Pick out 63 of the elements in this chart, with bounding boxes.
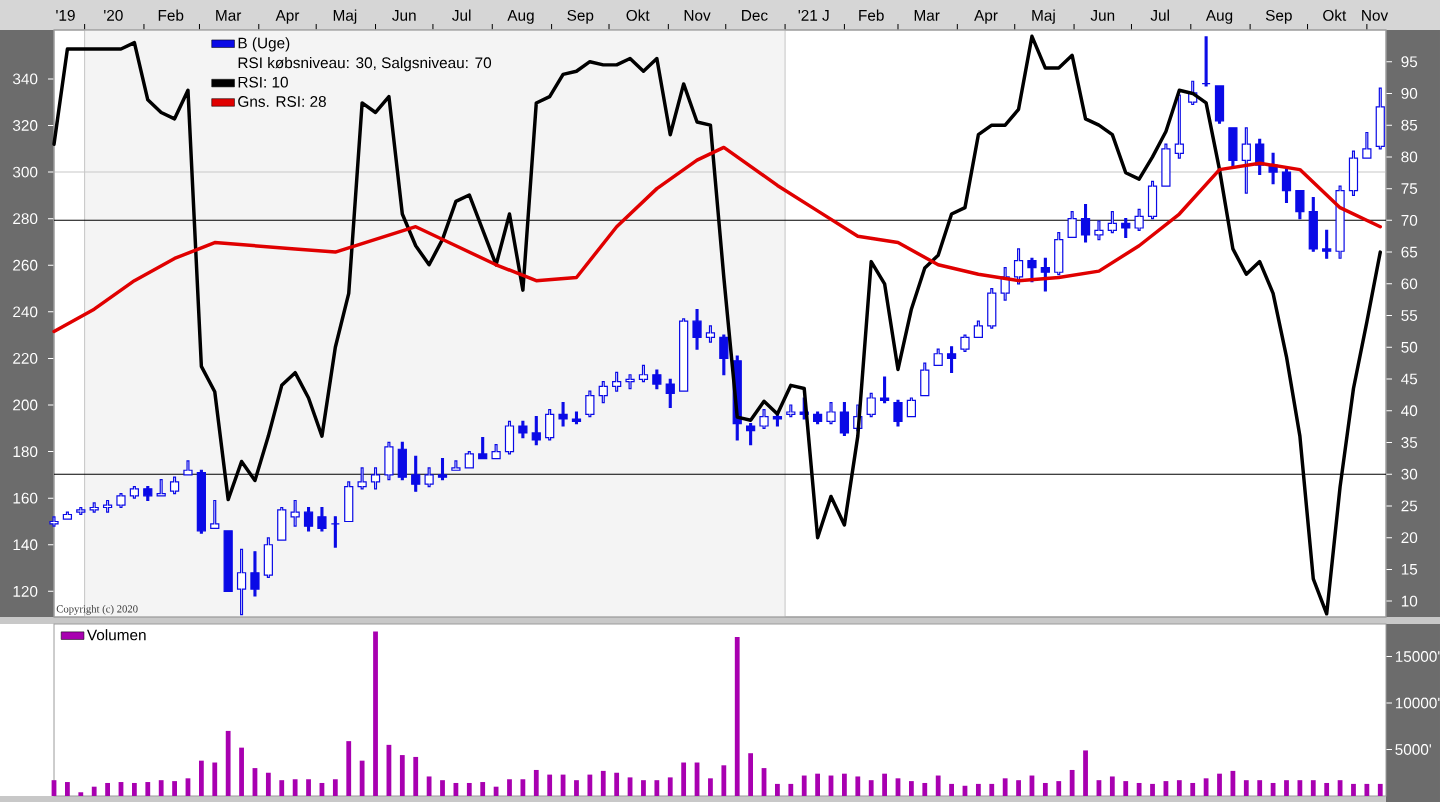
- x-tick-label: Aug: [507, 10, 534, 24]
- y-tick-label: 320: [12, 120, 38, 131]
- x-tick-label: Aug: [1205, 10, 1233, 24]
- y2-tick-label: 90: [1401, 88, 1418, 99]
- y-tick-label: 220: [13, 353, 38, 364]
- x-tick-label: Dec: [742, 10, 768, 21]
- x-tick-label: Nov: [1362, 10, 1389, 21]
- y-tick-label: 260: [13, 259, 38, 271]
- y2-tick-label: 95: [1401, 56, 1418, 68]
- y2-tick-label: 30: [1401, 468, 1418, 480]
- y2-tick-label: 15: [1401, 564, 1418, 575]
- legend-label: RSI: 10: [238, 76, 288, 88]
- legend-label: B (Uge): [238, 37, 290, 52]
- y-tick-label: 200: [13, 399, 38, 411]
- legend-label: Gns. RSI: 28: [238, 96, 326, 107]
- x-tick-label: Okt: [1323, 9, 1347, 21]
- y2-tick-label: 55: [1401, 310, 1418, 321]
- x-tick-label: '19: [56, 9, 75, 21]
- y-tick-label: 340: [12, 73, 38, 85]
- x-tick-label: '21 J: [798, 9, 829, 21]
- x-tick-label: Mar: [216, 10, 242, 21]
- y2-tick-label: 35: [1401, 437, 1418, 448]
- y2-tick-label: 75: [1401, 183, 1418, 194]
- y-tick-label: 5000': [1395, 744, 1431, 755]
- x-tick-label: Jul: [1150, 9, 1169, 21]
- y2-tick-label: 45: [1401, 373, 1418, 385]
- x-tick-label: Okt: [626, 9, 650, 21]
- y-tick-label: 300: [12, 166, 38, 178]
- legend-label: Volumen: [86, 629, 146, 641]
- y2-tick-label: 65: [1401, 246, 1418, 258]
- x-tick-label: Apr: [974, 10, 998, 24]
- x-tick-label: Maj: [333, 9, 357, 24]
- y-tick-label: 15000': [1395, 651, 1440, 662]
- x-tick-label: Maj: [1032, 9, 1055, 24]
- y2-tick-label: 10: [1401, 595, 1418, 607]
- y2-tick-label: 60: [1401, 278, 1418, 290]
- y2-tick-label: 40: [1401, 405, 1418, 417]
- y-tick-label: 160: [13, 492, 38, 504]
- y2-tick-label: 80: [1401, 151, 1418, 163]
- x-tick-label: Feb: [158, 9, 184, 21]
- x-tick-label: Sep: [567, 9, 594, 24]
- x-tick-label: '20: [104, 9, 123, 21]
- x-tick-label: Nov: [684, 10, 711, 21]
- y2-tick-label: 20: [1401, 532, 1418, 544]
- y2-tick-label: 70: [1401, 214, 1418, 226]
- y2-tick-label: 85: [1401, 119, 1418, 131]
- x-tick-label: Jul: [452, 9, 471, 21]
- annotation: RSI købsniveau: 30, Salgsniveau: 70: [238, 56, 492, 72]
- x-tick-label: Jun: [392, 10, 416, 21]
- x-tick-label: Sep: [1265, 9, 1292, 24]
- x-tick-label: Apr: [275, 10, 300, 24]
- y2-tick-label: 25: [1401, 500, 1418, 512]
- y2-tick-label: 50: [1401, 341, 1418, 353]
- y-tick-label: 240: [13, 306, 38, 318]
- y-tick-label: 120: [13, 585, 38, 597]
- y-tick-label: 10000': [1395, 697, 1440, 709]
- y-tick-label: 140: [13, 539, 38, 551]
- x-tick-label: Jun: [1090, 10, 1115, 21]
- x-tick-label: Feb: [859, 9, 884, 21]
- y-tick-label: 280: [13, 213, 38, 225]
- annotation: Copyright (c) 2020: [56, 605, 138, 615]
- y-tick-label: 180: [13, 446, 38, 458]
- x-tick-label: Mar: [914, 10, 940, 21]
